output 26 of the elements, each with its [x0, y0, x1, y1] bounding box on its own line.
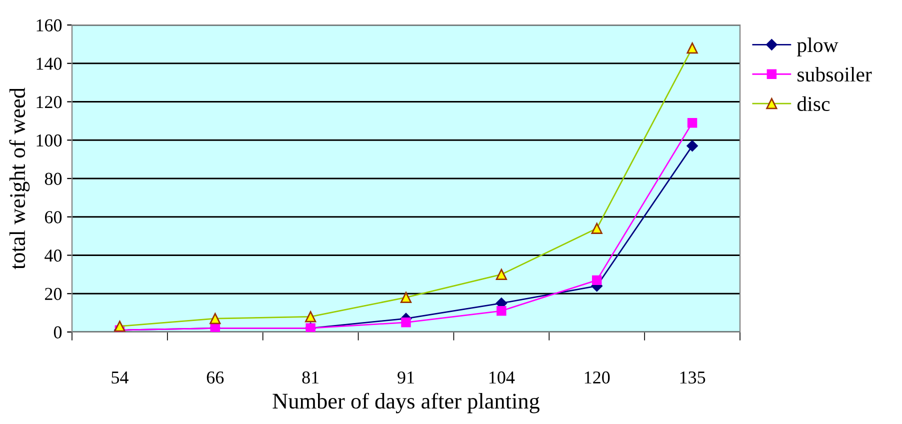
- y-tick-label: 140: [36, 58, 62, 70]
- legend-label: disc: [797, 96, 830, 112]
- point: [592, 275, 602, 286]
- x-axis-title: Number of days after planting: [272, 392, 540, 414]
- x-tick-label: 91: [398, 371, 414, 384]
- point: [496, 306, 506, 316]
- x-tick-label: 120: [584, 371, 610, 384]
- y-axis-title: total weight of weed: [9, 88, 30, 270]
- y-tick-label: 160: [36, 19, 62, 32]
- point: [401, 318, 411, 328]
- y-tick-label: 60: [45, 211, 62, 224]
- x-tick-label: 104: [489, 371, 515, 384]
- point: [687, 118, 698, 128]
- x-tick-label: 81: [302, 371, 319, 384]
- y-tick-label: 40: [44, 250, 62, 262]
- y-tick-label: 80: [44, 172, 62, 185]
- y-tick-label: 0: [54, 326, 62, 338]
- y-tick-label: 120: [36, 96, 62, 108]
- x-tick-label: 135: [680, 371, 706, 384]
- legend-label: plow: [797, 38, 838, 56]
- legend-label: subsoiler: [798, 66, 872, 82]
- x-tick-label: 54: [112, 372, 128, 384]
- y-tick-label: 20: [45, 288, 62, 300]
- y-tick-label: 100: [36, 134, 62, 147]
- point: [686, 140, 698, 152]
- x-tick-label: 66: [206, 371, 224, 384]
